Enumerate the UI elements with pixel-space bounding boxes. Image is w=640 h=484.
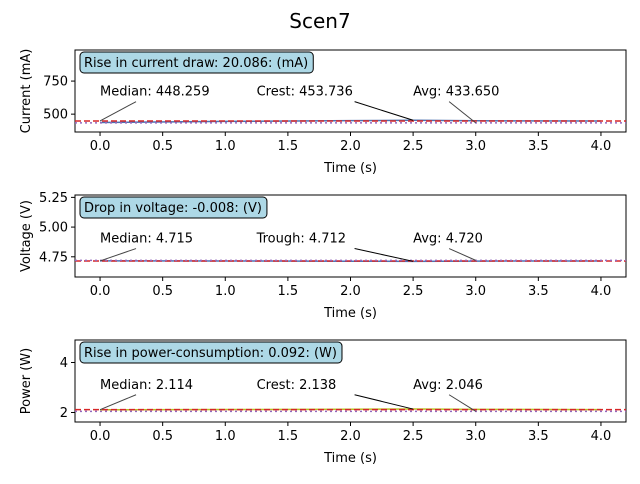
current-x-tick-label: 4.0 (591, 139, 612, 154)
voltage-avg-arrow (449, 249, 476, 261)
power-x-tick-label: 4.0 (591, 429, 612, 444)
current-x-tick-label: 3.0 (465, 139, 486, 154)
voltage-x-tick-label: 0.0 (90, 284, 111, 299)
voltage-avg-annotation: Avg: 4.720 (413, 232, 483, 247)
voltage-y-axis-label: Voltage (V) (19, 200, 34, 272)
voltage-x-tick-label: 4.0 (591, 284, 612, 299)
current-x-axis-label: Time (s) (323, 161, 377, 176)
current-avg-annotation: Avg: 433.650 (413, 85, 499, 100)
power-x-tick-label: 1.5 (278, 429, 299, 444)
voltage-x-tick-label: 1.0 (215, 284, 236, 299)
power-crest-annotation: Crest: 2.138 (257, 378, 337, 393)
voltage-trough-annotation: Trough: 4.712 (256, 232, 347, 247)
subplots: 0.0 0.5 1.0 1.5 2.0 2.5 3.0 3.5 4.0 500 750 Time (s… (19, 49, 626, 466)
power-x-tick-label: 3.0 (465, 429, 486, 444)
power-x-tick-label: 2.5 (403, 429, 424, 444)
current-y-tick-label: 750 (43, 75, 68, 90)
current-x-tick-label: 1.5 (278, 139, 299, 154)
power-avg-annotation: Avg: 2.046 (413, 378, 483, 393)
voltage-y-tick-label: 5.25 (39, 191, 68, 206)
power-x-tick-label: 1.0 (215, 429, 236, 444)
current-avg-arrow (449, 102, 476, 123)
voltage-x-tick-label: 3.0 (465, 284, 486, 299)
current-x-tick-label: 2.5 (403, 139, 424, 154)
voltage-info-box-text: Drop in voltage: -0.008: (V) (84, 201, 262, 216)
voltage-y-tick-label: 5.00 (39, 221, 68, 236)
voltage-x-tick-label: 1.5 (278, 284, 299, 299)
voltage-x-tick-label: 2.0 (340, 284, 361, 299)
voltage-x-tick-label: 3.5 (528, 284, 549, 299)
power-crest-arrow (355, 395, 414, 409)
current-median-arrow (100, 102, 136, 121)
current-x-tick-label: 0.0 (90, 139, 111, 154)
current-x-tick-label: 3.5 (528, 139, 549, 154)
voltage-median-arrow (100, 249, 136, 261)
current-crest-annotation: Crest: 453.736 (257, 85, 353, 100)
current-y-tick-label: 500 (43, 108, 68, 123)
power-y-tick-label: 4 (60, 356, 68, 371)
power-x-tick-label: 0.5 (152, 429, 173, 444)
current-median-annotation: Median: 448.259 (100, 85, 210, 100)
power-x-tick-label: 2.0 (340, 429, 361, 444)
voltage-y-tick-label: 4.75 (39, 250, 68, 265)
current-x-tick-label: 2.0 (340, 139, 361, 154)
voltage-x-axis-label: Time (s) (323, 306, 377, 321)
current-subplot: 0.0 0.5 1.0 1.5 2.0 2.5 3.0 3.5 4.0 500 750 Time (s… (19, 49, 626, 176)
power-info-box-text: Rise in power-consumption: 0.092: (W) (84, 346, 337, 361)
figure-title: Scen7 (289, 9, 350, 33)
voltage-x-tick-label: 0.5 (152, 284, 173, 299)
voltage-trough-arrow (355, 249, 414, 262)
power-x-tick-label: 3.5 (528, 429, 549, 444)
voltage-x-tick-label: 2.5 (403, 284, 424, 299)
power-y-axis-label: Power (W) (19, 348, 34, 414)
current-crest-arrow (355, 102, 414, 121)
power-x-tick-label: 0.0 (90, 429, 111, 444)
power-median-annotation: Median: 2.114 (100, 378, 193, 393)
power-x-axis-label: Time (s) (323, 451, 377, 466)
current-x-tick-label: 0.5 (152, 139, 173, 154)
voltage-subplot: 0.0 0.5 1.0 1.5 2.0 2.5 3.0 3.5 4.0 4.75 5.00 5.25 T… (19, 191, 626, 321)
current-x-tick-label: 1.0 (215, 139, 236, 154)
power-median-arrow (100, 395, 136, 410)
current-info-box-text: Rise in current draw: 20.086: (mA) (84, 56, 308, 71)
power-subplot: 0.0 0.5 1.0 1.5 2.0 2.5 3.0 3.5 4.0 2 4 Time (s) Pow… (19, 340, 626, 466)
current-y-axis-label: Current (mA) (19, 49, 34, 134)
voltage-median-annotation: Median: 4.715 (100, 232, 193, 247)
power-y-tick-label: 2 (60, 406, 68, 421)
